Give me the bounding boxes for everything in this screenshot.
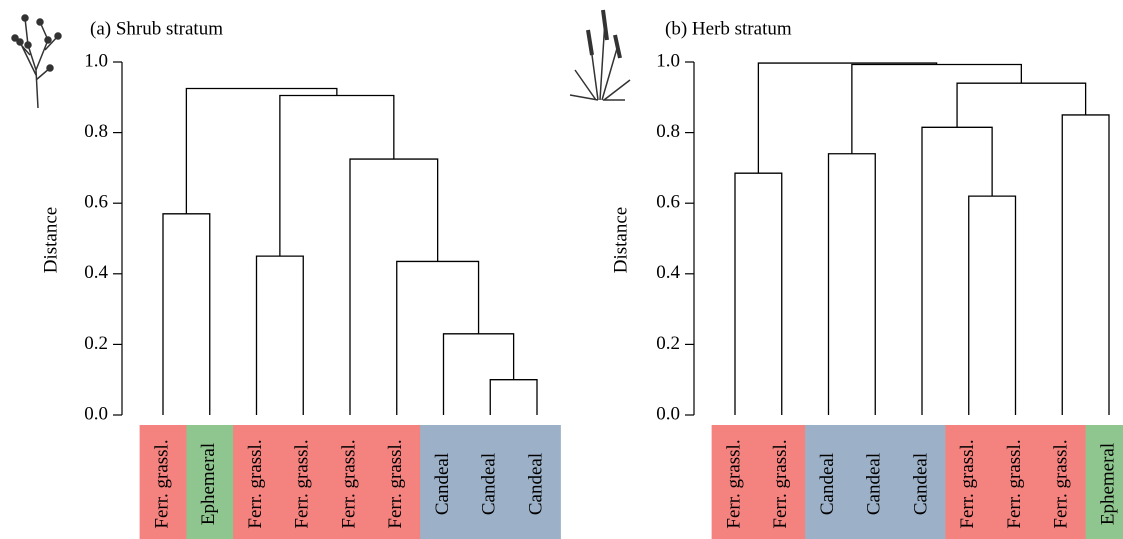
- leaf-label: Candeal: [479, 453, 500, 515]
- chart-title: (a) Shrub stratum: [90, 18, 223, 39]
- leaf-label: Candeal: [817, 453, 838, 515]
- leaf-label: Ferr. grassl.: [385, 439, 406, 528]
- leaf-label: Candeal: [432, 453, 453, 515]
- leaf-label: Ferr. grassl.: [1004, 439, 1025, 528]
- y-tick-label: 0.8: [656, 121, 680, 142]
- y-tick-label: 1.0: [656, 50, 680, 71]
- y-tick-label: 0.0: [656, 403, 680, 424]
- chart-title: (b) Herb stratum: [665, 18, 792, 39]
- merge-link: [397, 261, 479, 415]
- merge-link: [758, 63, 936, 173]
- merge-link: [280, 96, 394, 257]
- y-tick-label: 0.6: [84, 192, 108, 213]
- y-tick-label: 1.0: [84, 50, 108, 71]
- y-axis-label: Distance: [40, 207, 61, 273]
- merge-link: [852, 64, 1021, 153]
- leaf-label: Ferr. grassl.: [723, 439, 744, 528]
- merge-link: [257, 256, 304, 415]
- merge-link: [186, 88, 336, 213]
- leaf-label: Ferr. grassl.: [245, 439, 266, 528]
- merge-link: [444, 334, 514, 415]
- merge-link: [163, 214, 210, 415]
- merge-link: [829, 154, 876, 415]
- y-tick-label: 0.8: [84, 121, 108, 142]
- y-tick-label: 0.6: [656, 192, 680, 213]
- leaf-label: Ferr. grassl.: [1051, 439, 1072, 528]
- leaf-label: Ferr. grassl.: [151, 439, 172, 528]
- merge-link: [922, 127, 992, 415]
- leaf-label: Candeal: [910, 453, 931, 515]
- leaf-label: Ephemeral: [198, 443, 219, 525]
- merge-link: [1062, 115, 1109, 415]
- leaf-label: Ferr. grassl.: [292, 439, 313, 528]
- leaf-label: Candeal: [864, 453, 885, 515]
- y-tick-label: 0.4: [84, 262, 108, 283]
- leaf-label: Ferr. grassl.: [770, 439, 791, 528]
- merge-link: [957, 83, 1086, 127]
- y-tick-label: 0.4: [656, 262, 680, 283]
- leaf-label: Ferr. grassl.: [957, 439, 978, 528]
- y-tick-label: 0.2: [656, 333, 680, 354]
- shrub-icon: [12, 15, 61, 108]
- merge-link: [735, 173, 782, 415]
- merge-link: [350, 159, 438, 415]
- merge-link: [969, 196, 1016, 415]
- figure: (a) Shrub stratum Distance 0.0 0.2 0.4 0.6 0.8…: [0, 0, 1123, 539]
- y-tick-label: 0.0: [84, 403, 108, 424]
- leaf-label: Ferr. grassl.: [338, 439, 359, 528]
- y-axis-label: Distance: [610, 207, 631, 273]
- leaf-label: Candeal: [525, 453, 546, 515]
- herb-icon: [570, 10, 630, 100]
- leaf-label: Ephemeral: [1097, 443, 1118, 525]
- merge-link: [490, 380, 537, 415]
- y-tick-label: 0.2: [84, 333, 108, 354]
